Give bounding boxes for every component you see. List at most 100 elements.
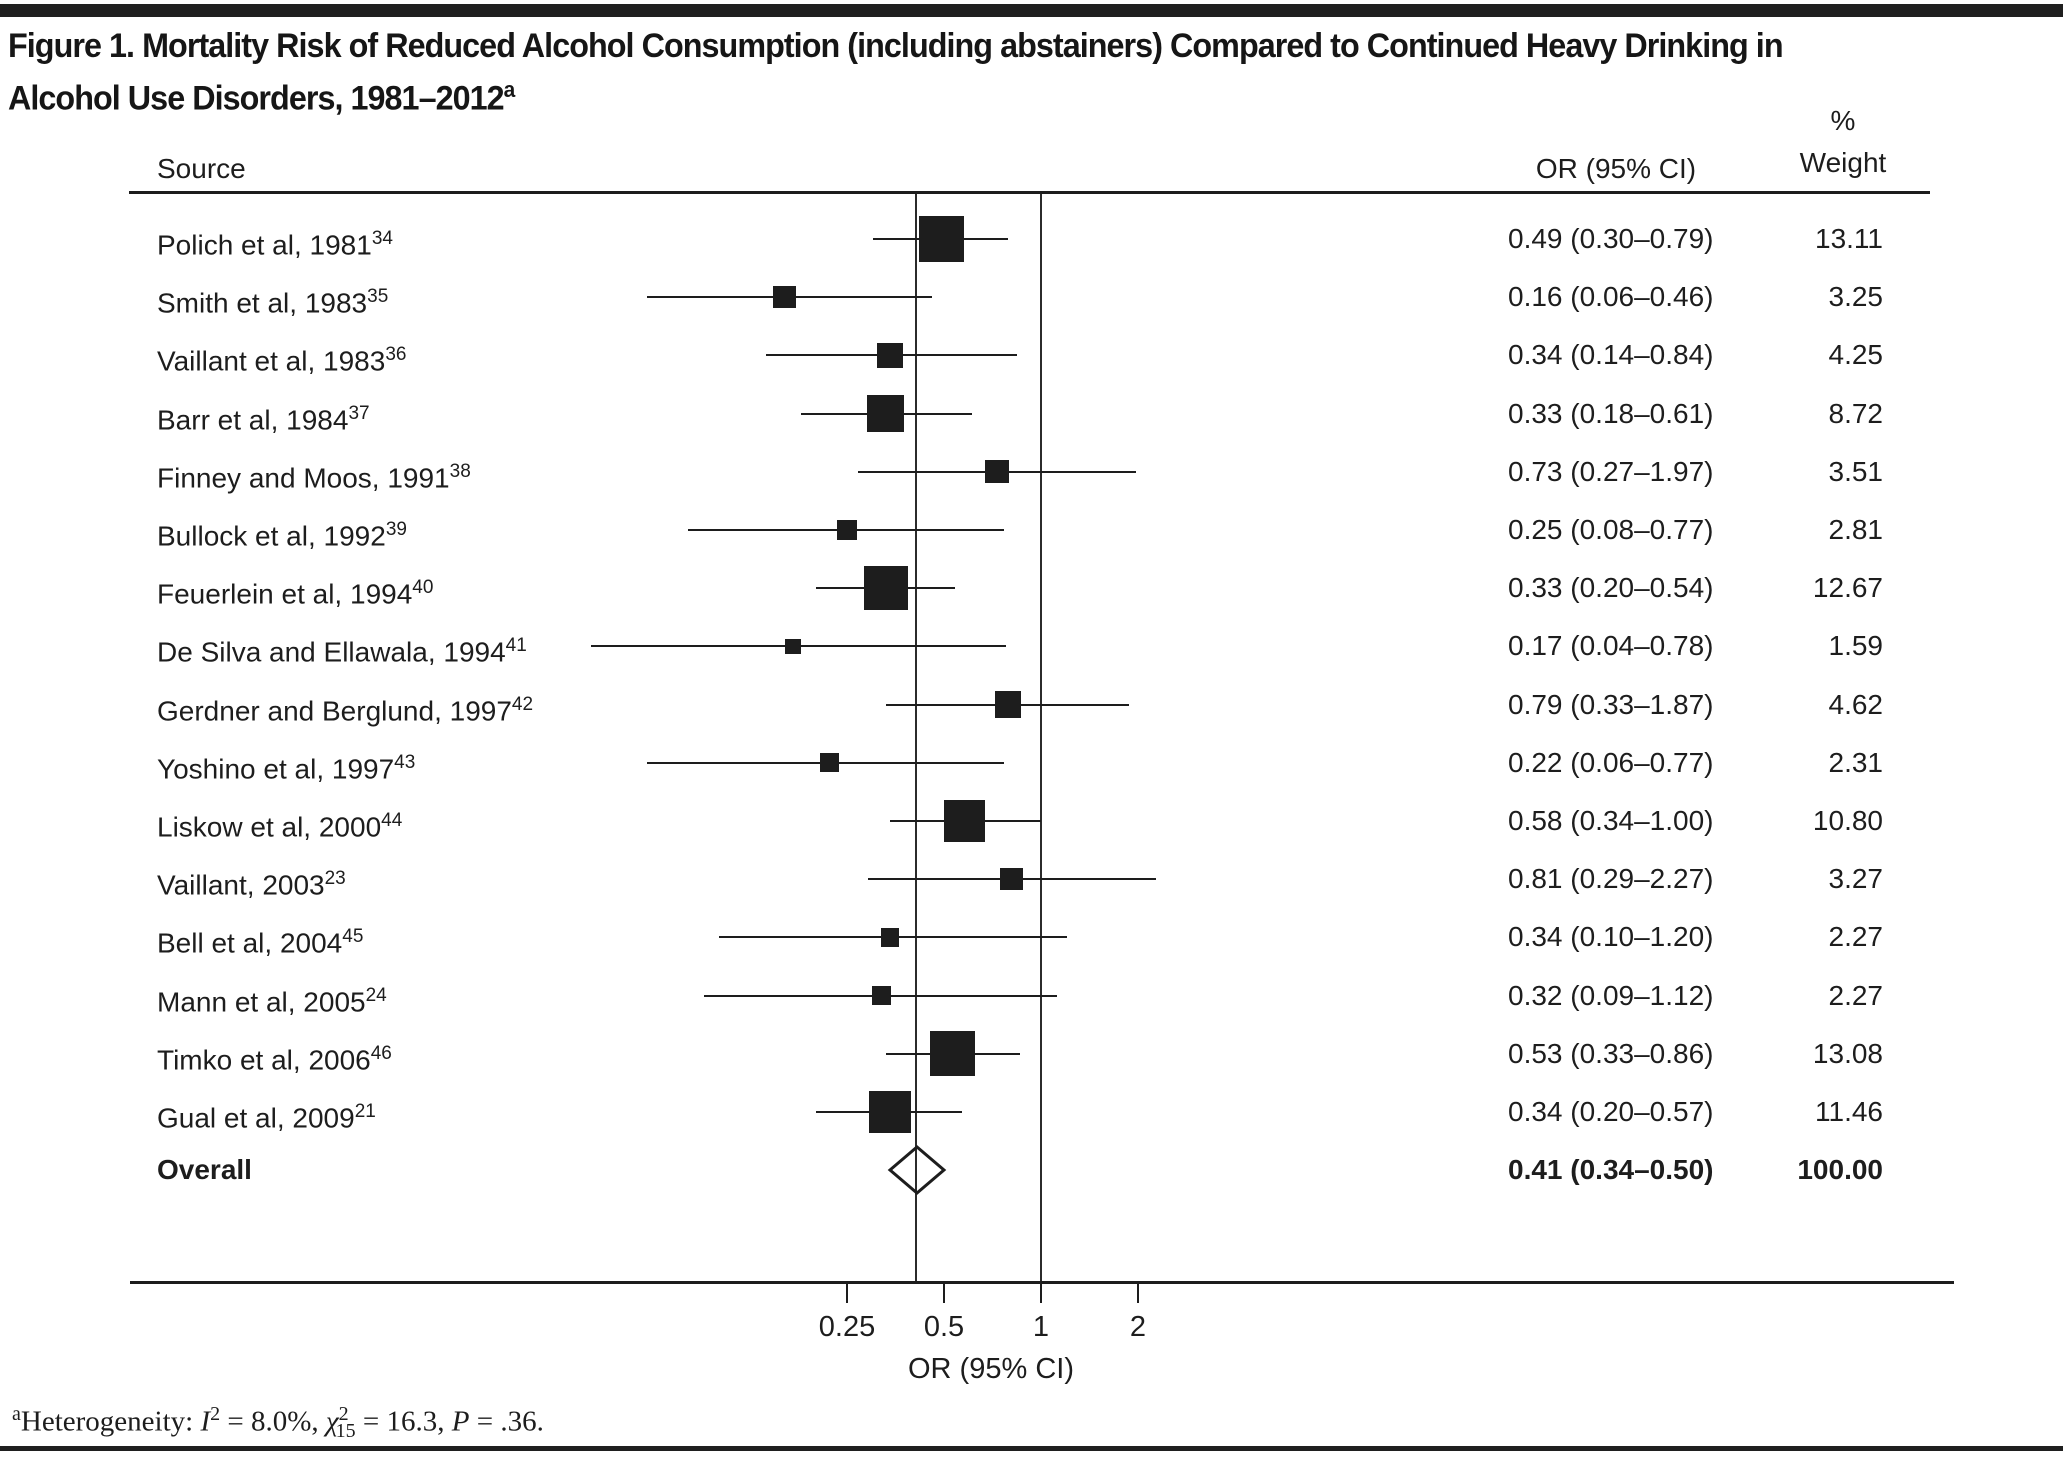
study-reference-number: 34 [371, 228, 393, 249]
figure-title: Figure 1. Mortality Risk of Reduced Alco… [8, 24, 1956, 120]
study-label-text: Vaillant et al, 1983 [157, 345, 386, 377]
overall-estimate-line [915, 194, 918, 1282]
study-reference-number: 35 [367, 286, 389, 308]
study-label: Mann et al, 200524 [157, 976, 387, 1022]
footnote-chi-symbol: χ [325, 1405, 339, 1438]
or-ci-value: 0.58 (0.34–1.00) [1508, 805, 1714, 836]
x-axis-tick [1137, 1284, 1139, 1303]
x-axis-tick-label: 0.5 [923, 1311, 965, 1343]
study-reference-number: 46 [370, 1042, 392, 1064]
study-reference-number: 43 [394, 751, 416, 773]
study-label: Vaillant et al, 198336 [157, 335, 406, 381]
effect-size-square [877, 342, 903, 369]
study-label: Gerdner and Berglund, 199742 [157, 685, 533, 731]
study-reference-number: 45 [342, 926, 364, 948]
reference-line-or-1 [1040, 194, 1042, 1282]
study-reference-number: 24 [365, 984, 387, 1006]
weight-value: 8.72 [1828, 397, 1884, 429]
bottom-rule-bar [0, 1446, 2063, 1451]
column-header-or: OR (95% CI) [1535, 153, 1697, 184]
footnote-chi-value: = 16.3, [355, 1405, 452, 1438]
weight-value: 13.08 [1812, 1037, 1883, 1069]
weight-value: 3.51 [1828, 455, 1884, 487]
effect-size-square [836, 519, 858, 541]
effect-size-square [985, 460, 1009, 484]
effect-size-square [1000, 867, 1023, 891]
weight-value: 3.27 [1828, 863, 1884, 895]
study-reference-number: 36 [385, 344, 407, 366]
study-label-text: Barr et al, 1984 [157, 403, 349, 435]
effect-size-square [994, 691, 1022, 719]
or-ci-value: 0.53 (0.33–0.86) [1508, 1037, 1714, 1069]
study-label-text: Liskow et al, 2000 [157, 811, 382, 843]
or-ci-value: 0.16 (0.06–0.46) [1508, 281, 1714, 313]
study-label-text: Gual et al, 2009 [157, 1102, 355, 1134]
top-rule-bar [0, 4, 2063, 17]
footnote: aHeterogeneity: I2 = 8.0%, χ215 = 16.3, … [12, 1395, 544, 1450]
effect-size-square [863, 565, 909, 611]
study-label: Yoshino et al, 199743 [157, 743, 415, 789]
x-axis-title: OR (95% CI) [908, 1353, 1074, 1385]
or-ci-value: 0.22 (0.06–0.77) [1508, 746, 1714, 778]
footnote-p-symbol: P [451, 1405, 470, 1438]
effect-size-square [872, 986, 891, 1005]
study-label: Timko et al, 200646 [157, 1034, 392, 1080]
weight-value: 2.27 [1828, 979, 1884, 1011]
effect-size-square [819, 753, 839, 773]
study-label-text: Polich et al, 1981 [157, 229, 372, 261]
study-reference-number: 37 [348, 402, 370, 424]
or-ci-value: 0.33 (0.18–0.61) [1508, 397, 1714, 429]
study-reference-number: 44 [381, 810, 403, 831]
study-reference-number: 38 [449, 460, 471, 482]
study-label: Overall [157, 1150, 252, 1190]
footnote-i-squared-exponent: 2 [210, 1403, 221, 1425]
x-axis-tick-label: 2 [1129, 1311, 1147, 1343]
or-ci-value: 0.32 (0.09–1.12) [1508, 979, 1714, 1011]
study-label: Vaillant, 200323 [157, 859, 346, 905]
study-label-text: Bullock et al, 1992 [157, 520, 386, 552]
study-label-text: De Silva and Ellawala, 1994 [157, 636, 506, 668]
column-header-weight-percent: % [1830, 105, 1856, 136]
figure-title-line2-text: Alcohol Use Disorders, 1981–2012 [8, 79, 505, 118]
study-label: Smith et al, 198335 [157, 277, 388, 323]
weight-value: 2.31 [1828, 746, 1884, 778]
or-ci-value: 0.34 (0.14–0.84) [1508, 339, 1714, 371]
weight-value: 13.11 [1815, 223, 1883, 254]
weight-value: 12.67 [1812, 572, 1883, 604]
or-ci-value: 0.79 (0.33–1.87) [1508, 688, 1714, 720]
figure-title-line1: Figure 1. Mortality Risk of Reduced Alco… [8, 24, 1956, 68]
x-axis-tick [1040, 1284, 1042, 1303]
effect-size-square [773, 285, 796, 309]
study-label-text: Timko et al, 2006 [157, 1044, 371, 1076]
study-reference-number: 41 [505, 635, 527, 657]
study-label-text: Mann et al, 2005 [157, 985, 366, 1017]
or-ci-value: 0.41 (0.34–0.50) [1508, 1154, 1714, 1186]
weight-value: 11.46 [1815, 1096, 1883, 1127]
column-header-source: Source [157, 153, 246, 184]
effect-size-square [929, 1031, 975, 1077]
study-label-text: Gerdner and Berglund, 1997 [157, 694, 512, 726]
study-label: Finney and Moos, 199138 [157, 452, 471, 498]
overall-summary-diamond-outline [887, 1145, 947, 1196]
or-ci-value: 0.34 (0.10–1.20) [1508, 921, 1714, 953]
study-reference-number: 21 [354, 1101, 376, 1122]
effect-size-square [868, 1090, 912, 1134]
or-ci-value: 0.81 (0.29–2.27) [1508, 863, 1714, 895]
weight-value: 2.27 [1828, 921, 1884, 953]
or-ci-value: 0.17 (0.04–0.78) [1508, 630, 1714, 662]
study-label: Bullock et al, 199239 [157, 510, 407, 556]
footnote-heterogeneity-label: Heterogeneity: [20, 1405, 201, 1438]
weight-value: 1.59 [1828, 630, 1884, 662]
x-axis-tick-label: 0.25 [818, 1311, 876, 1343]
figure-title-footnote-marker: a [503, 77, 516, 102]
or-ci-value: 0.33 (0.20–0.54) [1508, 572, 1714, 604]
x-axis-tick [846, 1284, 848, 1303]
weight-value: 3.25 [1828, 281, 1884, 313]
weight-value: 4.62 [1828, 688, 1884, 720]
weight-value: 10.80 [1812, 805, 1883, 836]
effect-size-square [880, 927, 900, 947]
study-label: Barr et al, 198437 [157, 394, 370, 440]
weight-value: 100.00 [1797, 1154, 1883, 1186]
study-label-text: Bell et al, 2004 [157, 927, 343, 959]
